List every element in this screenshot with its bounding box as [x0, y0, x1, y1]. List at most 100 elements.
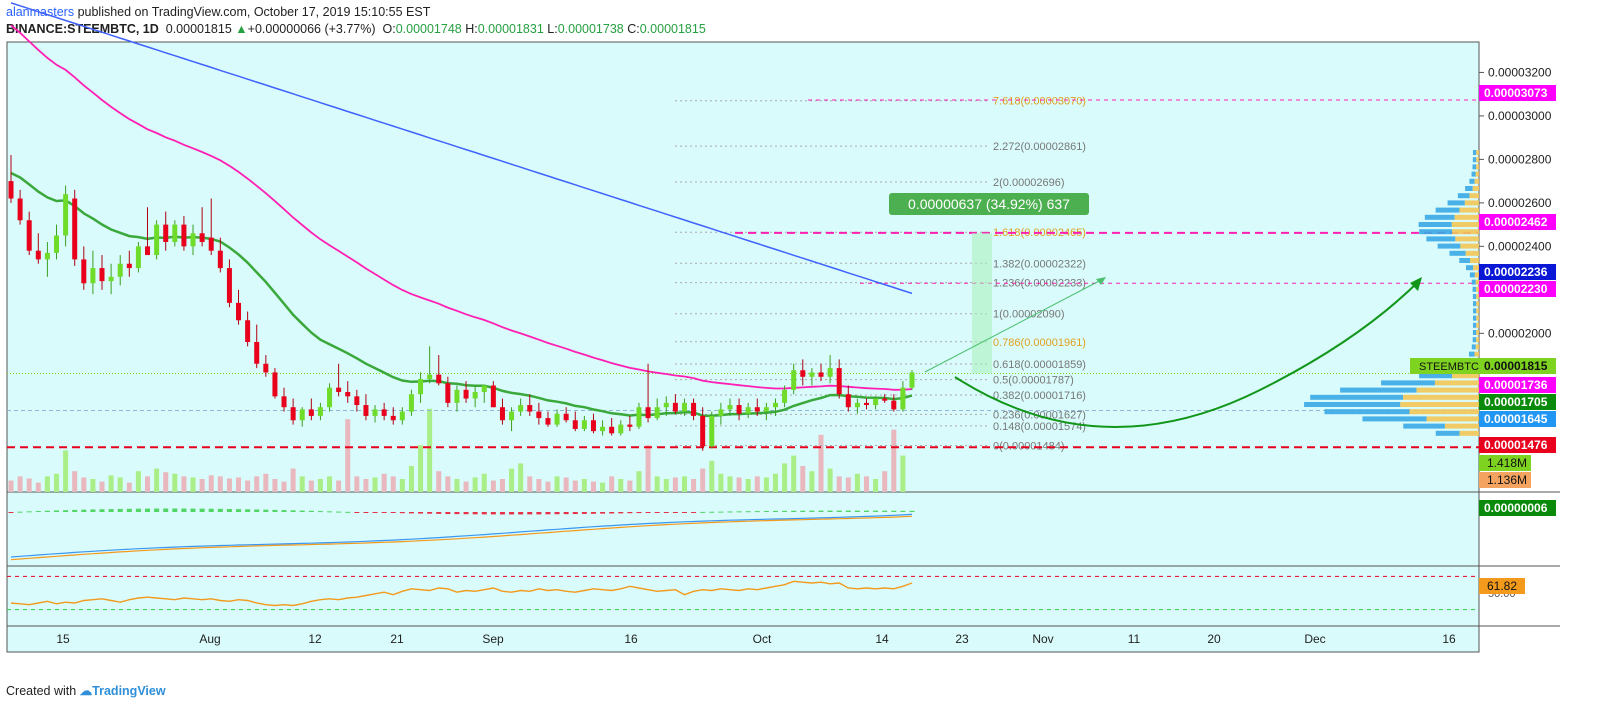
x-tick-label: 14 — [875, 632, 889, 646]
volume-profile-bar — [1451, 222, 1479, 227]
high-value: 0.00001831 — [477, 22, 544, 36]
candle-body — [863, 402, 869, 406]
macd-histogram-bar — [418, 512, 424, 514]
candle-body — [627, 424, 633, 427]
macd-histogram-bar — [873, 510, 879, 512]
candle-body — [745, 407, 751, 414]
candle-body — [399, 411, 405, 421]
candle-body — [590, 420, 596, 432]
candle-body — [736, 405, 742, 414]
candle-body — [827, 368, 833, 377]
fib-label: 1(0.00002090) — [993, 309, 1065, 321]
macd-histogram-bar — [791, 510, 797, 512]
volume-profile-bar — [1472, 157, 1477, 163]
candle-body — [126, 263, 132, 269]
volume-profile-bar — [1469, 193, 1479, 199]
macd-histogram-bar — [782, 510, 788, 512]
volume-bar — [254, 476, 260, 492]
volume-profile-bar — [1472, 315, 1477, 321]
macd-histogram-bar — [709, 511, 715, 513]
macd-histogram-bar — [545, 512, 551, 515]
volume-profile-bar — [1469, 272, 1475, 278]
candle-body — [545, 418, 551, 425]
candle-body — [681, 402, 687, 412]
candle-body — [463, 389, 469, 399]
volume-profile-bar — [1459, 258, 1471, 263]
candle-body — [709, 415, 715, 447]
volume-bar — [718, 473, 724, 492]
volume-profile-bar — [1452, 373, 1479, 379]
volume-profile-bar — [1409, 409, 1479, 415]
volume-profile-bar — [1426, 416, 1479, 422]
candle-body — [108, 276, 114, 282]
volume-profile-bar — [1475, 171, 1479, 177]
price-tag — [1479, 264, 1556, 280]
tradingview-logo-icon[interactable]: ☁ — [79, 684, 93, 698]
x-tick-label: Oct — [753, 632, 772, 646]
volume-bar — [509, 468, 515, 492]
candle-body — [381, 409, 387, 416]
volume-bar — [90, 479, 96, 492]
macd-histogram-bar — [345, 511, 351, 513]
candle-body — [754, 407, 760, 412]
volume-profile-bar — [1476, 150, 1479, 155]
volume-bar — [26, 478, 32, 492]
volume-bar — [63, 450, 69, 492]
fib-label: 7.618(0.00003070) — [993, 96, 1086, 108]
macd-histogram-bar — [472, 512, 478, 515]
x-tick-label: Nov — [1032, 632, 1053, 646]
fib-label: 2(0.00002696) — [993, 177, 1065, 189]
macd-histogram-bar — [236, 509, 242, 512]
macd-histogram-bar — [827, 510, 833, 512]
volume-profile-bar — [1472, 322, 1477, 328]
macd-histogram-bar — [481, 512, 487, 515]
projection-arrow-icon — [1096, 277, 1106, 285]
volume-profile-bar — [1472, 150, 1477, 155]
projection-line — [924, 278, 1104, 373]
volume-bar — [645, 445, 651, 492]
volume-profile-bar — [1468, 351, 1475, 357]
volume-bar — [763, 477, 769, 492]
price-tag-label: 0.00001476 — [1484, 438, 1548, 452]
candle-body — [208, 237, 214, 251]
fib-label: 0.618(0.00001859) — [993, 359, 1086, 371]
ema-mid-line — [10, 24, 913, 391]
x-tick-label: Sep — [482, 632, 504, 646]
ema-short-line — [10, 171, 913, 417]
volume-bar — [745, 479, 751, 492]
volume-bar — [618, 479, 624, 492]
y-tick-label: 0.00002800 — [1488, 152, 1552, 166]
volume-profile-bar — [1472, 308, 1477, 314]
candle-body — [809, 372, 815, 377]
volume-profile-bar — [1403, 423, 1445, 429]
macd-histogram-bar — [63, 510, 69, 512]
volume-profile-bar — [1471, 171, 1476, 177]
candle-body — [800, 370, 806, 377]
volume-bar — [217, 476, 223, 492]
measure-label: 0.00000637 (34.92%) 637 — [908, 196, 1070, 212]
volume-profile-bar — [1418, 222, 1452, 227]
volume-bar — [436, 471, 442, 492]
macd-histogram-bar — [691, 512, 697, 513]
volume-profile-bar — [1452, 229, 1479, 235]
volume-bar — [190, 477, 196, 492]
volume-bar — [863, 476, 869, 492]
macd-histogram-bar — [217, 508, 223, 512]
volume-bar — [54, 473, 60, 492]
volume-profile-bar — [1476, 286, 1479, 292]
candle-body — [418, 378, 424, 395]
macd-histogram-bar — [581, 512, 587, 514]
volume-bar — [181, 476, 187, 492]
volume-bar — [390, 476, 396, 492]
macd-histogram-bar — [590, 512, 596, 514]
tradingview-brand[interactable]: TradingView — [92, 684, 166, 698]
macd-histogram-bar — [636, 512, 642, 514]
volume-profile-bar — [1473, 265, 1479, 271]
price-tag-label: 0.00002236 — [1484, 265, 1548, 279]
macd-histogram-bar — [836, 510, 842, 512]
publish-text: published on TradingView.com, October 17… — [74, 5, 431, 19]
candle-body — [72, 198, 78, 260]
candle-body — [245, 320, 251, 342]
candle-body — [718, 409, 724, 416]
